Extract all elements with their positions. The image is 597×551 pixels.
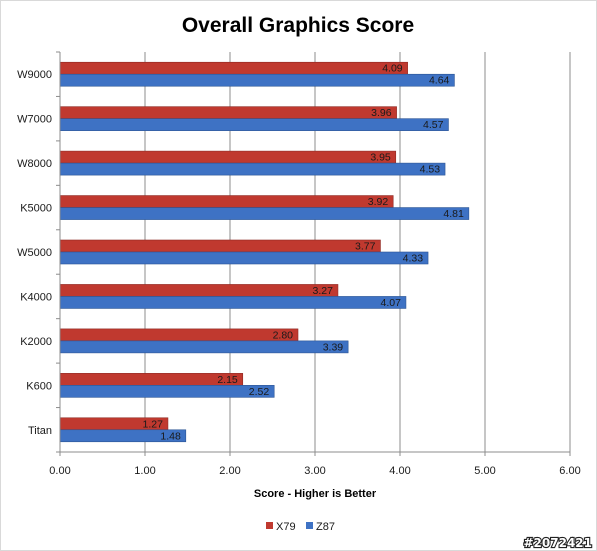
bars xyxy=(59,61,470,443)
bar-z87 xyxy=(59,251,429,265)
data-label-x79: 3.27 xyxy=(313,285,334,297)
bar-x79 xyxy=(59,373,244,386)
data-label-x79: 1.27 xyxy=(143,418,164,430)
bar-z87 xyxy=(59,296,407,309)
bar-x79 xyxy=(59,195,394,208)
category-label: K600 xyxy=(26,380,52,392)
bar-z87 xyxy=(59,207,470,220)
axes: 0.00 1.00 2.00 3.00 4.00 5.00 6.00 W9000 W7000 W8… xyxy=(17,51,581,477)
x-tick-label: 3.00 xyxy=(304,465,325,477)
bar-x79 xyxy=(59,239,381,253)
data-label-z87: 3.39 xyxy=(323,341,344,353)
legend-label-z87: Z87 xyxy=(316,521,335,533)
category-label: W8000 xyxy=(17,158,52,170)
bar-x79 xyxy=(59,284,339,297)
chart-title: Overall Graphics Score xyxy=(182,14,414,37)
data-label-z87: 4.07 xyxy=(381,297,402,309)
bar-x79 xyxy=(59,328,299,342)
bar-x79 xyxy=(59,150,397,164)
bar-z87 xyxy=(59,385,275,398)
category-label: W9000 xyxy=(17,69,52,81)
bar-z87 xyxy=(59,340,349,354)
bar-x79 xyxy=(59,61,408,75)
category-label: K5000 xyxy=(20,203,52,215)
x-tick-label: 5.00 xyxy=(474,465,495,477)
data-label-x79: 2.15 xyxy=(217,374,238,386)
data-label-z87: 1.48 xyxy=(160,430,181,442)
data-label-z87: 4.64 xyxy=(429,75,450,87)
category-label: Titan xyxy=(28,425,52,437)
data-label-z87: 2.52 xyxy=(249,386,270,398)
legend-swatch-x79 xyxy=(266,522,273,529)
x-tick-label: 0.00 xyxy=(49,465,70,477)
x-axis-title: Score - Higher is Better xyxy=(254,488,377,500)
x-tick-label: 6.00 xyxy=(559,465,580,477)
data-label-x79: 3.96 xyxy=(371,107,392,119)
data-labels: 4.09 4.64 3.96 4.57 3.95 4.53 3.92 4.81 3.77 4.33… xyxy=(143,63,464,443)
data-label-x79: 2.80 xyxy=(273,329,294,341)
category-label: K4000 xyxy=(20,291,52,303)
data-label-x79: 3.95 xyxy=(370,152,391,164)
data-label-z87: 4.33 xyxy=(403,253,424,265)
watermark-text: #2072421 xyxy=(523,536,592,550)
bar-x79 xyxy=(59,106,397,119)
legend-swatch-z87 xyxy=(306,522,313,529)
x-tick-label: 4.00 xyxy=(389,465,410,477)
bar-z87 xyxy=(59,118,449,131)
category-label: W5000 xyxy=(17,247,52,259)
category-label: W7000 xyxy=(17,114,52,126)
data-label-x79: 4.09 xyxy=(382,63,403,75)
legend: X79 Z87 xyxy=(266,521,335,533)
x-tick-label: 2.00 xyxy=(219,465,240,477)
bar-z87 xyxy=(59,162,446,176)
data-label-z87: 4.57 xyxy=(423,119,444,131)
data-label-z87: 4.81 xyxy=(443,208,464,220)
bar-z87 xyxy=(59,73,455,87)
data-label-x79: 3.92 xyxy=(368,196,389,208)
legend-label-x79: X79 xyxy=(276,521,296,533)
category-label: K2000 xyxy=(20,336,52,348)
data-label-x79: 3.77 xyxy=(355,241,376,253)
data-label-z87: 4.53 xyxy=(420,164,441,176)
x-tick-label: 1.00 xyxy=(134,465,155,477)
